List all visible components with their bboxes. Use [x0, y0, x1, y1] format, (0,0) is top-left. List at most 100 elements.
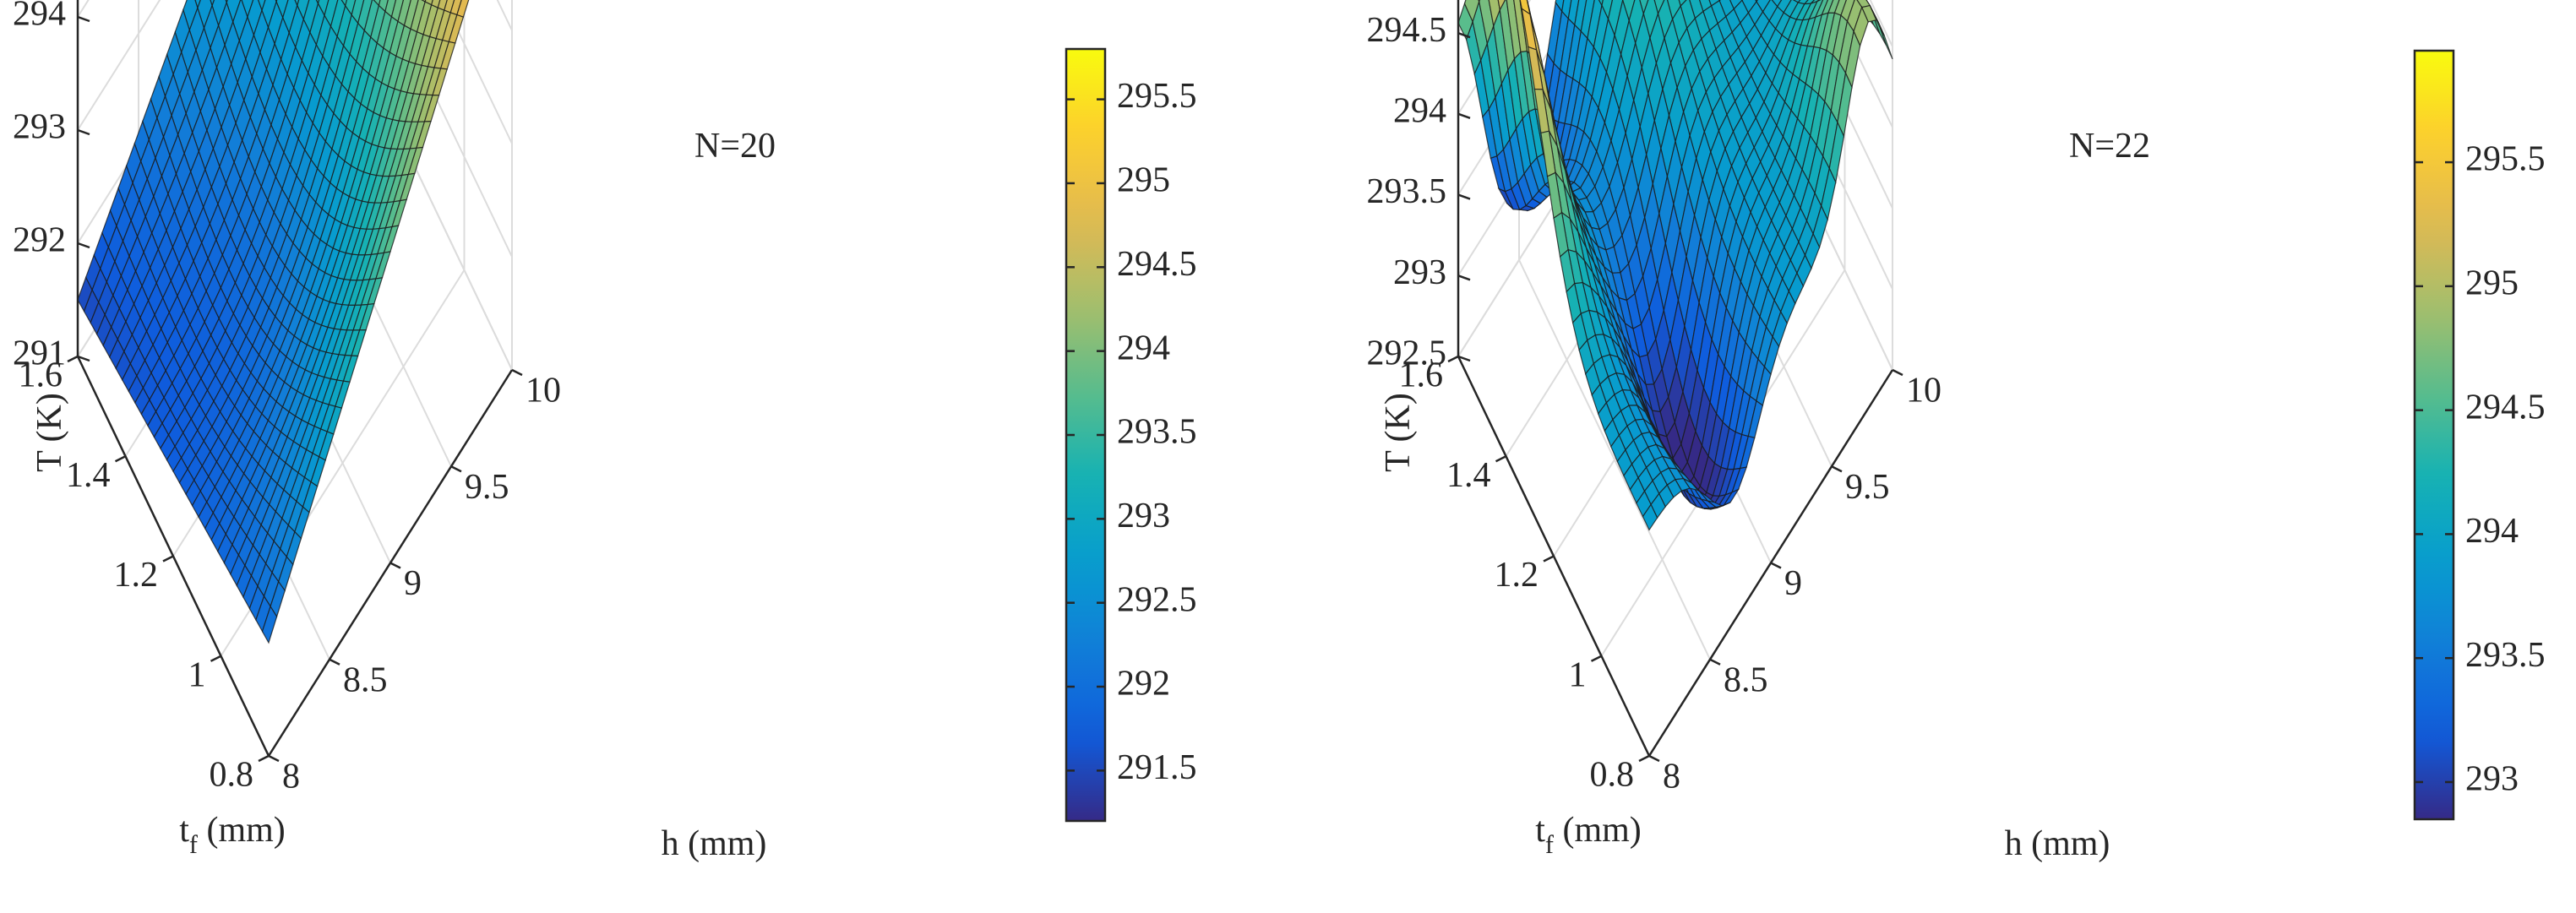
colorbar-tick-label: 295.5 — [1117, 77, 1197, 116]
z-tick-mark — [77, 355, 90, 362]
h-tick-label: 9 — [404, 564, 422, 603]
h-tick-label: 8 — [1663, 758, 1680, 796]
plot-n20-xlabel: h (mm) — [662, 824, 767, 863]
plot-n22-ylabel-sub: f — [1545, 830, 1555, 859]
h-tick-mark — [329, 658, 340, 666]
h-tick-label: 9.5 — [1845, 468, 1890, 507]
plot-n20-ticks: 2912922932942952960.811.21.41.688.599.51… — [13, 0, 561, 796]
tf-tick-label: 1.4 — [1446, 456, 1491, 495]
surface-patch — [257, 0, 266, 13]
plot-n22-ticks: 292.5293293.5294294.5295295.52960.811.21… — [1367, 11, 1942, 796]
surface-patch — [194, 0, 201, 10]
z-tick-mark — [1457, 355, 1471, 362]
h-tick-mark — [1831, 465, 1843, 473]
plot-n22-xlabel: h (mm) — [2005, 824, 2110, 863]
plot-n20-ylabel: tf (mm) — [179, 811, 286, 859]
h-tick-mark — [511, 368, 523, 377]
colorbar-tick-label: 292 — [1117, 665, 1170, 704]
tf-tick-label: 1.2 — [1495, 556, 1539, 595]
colorbar-tick-label: 291.5 — [1117, 748, 1197, 787]
surface-patch — [1497, 0, 1506, 12]
colorbar-tick-label: 295 — [2465, 264, 2519, 303]
z-tick-label: 293.5 — [1367, 172, 1447, 211]
z-tick-mark — [77, 242, 90, 249]
colorbar-tick-label: 293 — [1117, 497, 1170, 535]
z-tick-mark — [77, 15, 90, 23]
h-tick-mark — [1770, 562, 1782, 569]
plot-n20-ylabel-sub: f — [189, 830, 199, 859]
surface-plot-n20: 2912922932942952960.811.21.41.688.599.51… — [13, 0, 1197, 863]
tf-tick-mark — [1543, 555, 1555, 562]
tf-tick-mark — [1495, 455, 1507, 463]
colorbar-tick-label: 292.5 — [1117, 580, 1197, 619]
z-tick-label: 291 — [13, 334, 66, 373]
plot-n20-colorbar: 291.5 292 292.5 293 293.5 294 294.5 295 295.5 — [1065, 47, 1197, 823]
colorbar-tick-label: 294.5 — [1117, 245, 1197, 284]
h-tick-mark — [389, 562, 401, 569]
z-tick-label: 292.5 — [1367, 334, 1447, 373]
h-tick-label: 8.5 — [343, 660, 388, 699]
h-tick-label: 10 — [526, 372, 561, 410]
plot-n22-ylabel-unit: (mm) — [1554, 811, 1642, 850]
colorbar-tick-label: 295.5 — [2465, 140, 2546, 179]
h-tick-mark — [268, 754, 280, 763]
tf-tick-label: 0.8 — [1590, 756, 1635, 795]
z-tick-label: 292 — [13, 221, 66, 260]
colorbar-tick-label: 293 — [2465, 760, 2519, 799]
plot-n22-title: N=22 — [2069, 127, 2150, 166]
surface-plot-n22: 292.5293293.5294294.5295295.52960.811.21… — [1367, 0, 2546, 863]
z-tick-label: 294.5 — [1367, 11, 1447, 50]
z-tick-label: 294 — [1393, 91, 1446, 130]
tf-tick-mark — [1638, 754, 1650, 763]
wall-grid-z — [1830, 0, 1893, 128]
tf-tick-mark — [210, 655, 222, 662]
colorbar-tick-label: 293.5 — [2465, 636, 2546, 675]
surface-patch — [1463, 0, 1480, 24]
wall-grid-z — [77, 0, 161, 131]
colorbar-tick-label: 294 — [2465, 512, 2519, 551]
z-tick-mark — [1457, 112, 1471, 120]
surface-patch — [261, 605, 278, 644]
plot-n20-ylabel-main: t — [179, 811, 189, 850]
plot-n22-colorbar: 293 293.5 294 294.5 295 295.5 — [2413, 49, 2546, 821]
h-tick-mark — [450, 465, 462, 473]
z-tick-label: 293 — [1393, 253, 1446, 292]
surface-patch — [1478, 0, 1480, 3]
h-tick-mark — [1709, 658, 1721, 666]
tf-tick-label: 1 — [1569, 655, 1587, 694]
z-tick-label: 293 — [13, 108, 66, 147]
tf-tick-label: 1.6 — [1399, 356, 1444, 395]
h-tick-mark — [1892, 368, 1903, 377]
h-tick-label: 9 — [1784, 564, 1802, 603]
surface-patch — [1488, 0, 1500, 28]
plot-n20-surface — [77, 0, 470, 644]
plot-n22-ylabel: tf (mm) — [1535, 811, 1642, 859]
z-tick-mark — [77, 128, 90, 136]
plot-n22-ylabel-main: t — [1535, 811, 1545, 850]
colorbar-tick-label: 293.5 — [1117, 413, 1197, 452]
z-tick-mark — [1457, 31, 1471, 39]
tf-tick-mark — [162, 555, 174, 562]
colorbar-gradient — [2413, 49, 2455, 821]
tf-tick-mark — [1447, 355, 1459, 363]
plot-n22-surface — [1457, 0, 1893, 531]
h-tick-label: 10 — [1906, 372, 1942, 410]
tf-tick-mark — [67, 355, 79, 363]
h-tick-mark — [1648, 754, 1660, 763]
surface-patch — [1639, 0, 1649, 16]
plot-n22-zlabel: T (K) — [1379, 393, 1418, 472]
tf-tick-mark — [114, 455, 127, 463]
tf-tick-mark — [258, 754, 270, 763]
colorbar-tick-label: 294 — [1117, 329, 1170, 367]
plot-n20-title: N=20 — [694, 127, 776, 166]
tf-tick-label: 1.4 — [66, 456, 111, 495]
tf-tick-label: 1.6 — [19, 356, 63, 395]
z-tick-mark — [1457, 274, 1471, 281]
z-tick-mark — [1457, 193, 1471, 200]
tf-tick-mark — [1590, 655, 1603, 662]
colorbar-tick-label: 295 — [1117, 161, 1170, 200]
surface-patch — [1642, 503, 1658, 531]
h-tick-label: 8.5 — [1724, 660, 1768, 699]
z-tick-label: 294 — [13, 0, 66, 34]
